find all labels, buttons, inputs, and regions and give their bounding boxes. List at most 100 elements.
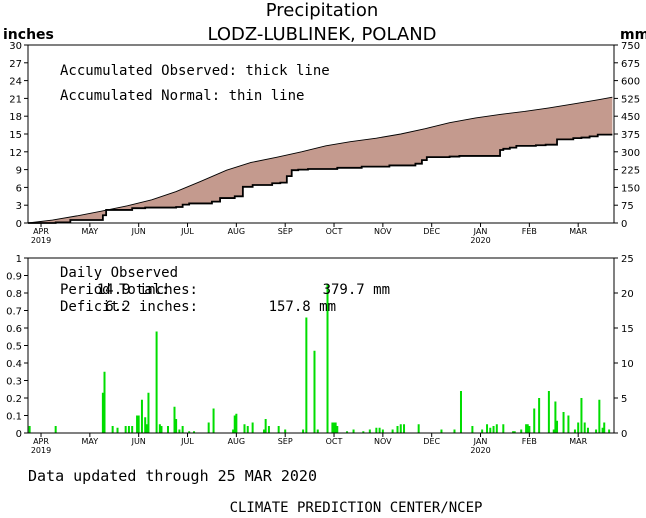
- chart-subtitle: LODZ-LUBLINEK, POLAND: [207, 24, 436, 45]
- daily-bar: [101, 392, 104, 433]
- daily-bar: [246, 426, 249, 433]
- daily-bar: [166, 426, 169, 433]
- credit-line: CLIMATE PREDICTION CENTER/NCEP: [230, 500, 483, 516]
- deficit-fill-area: [28, 97, 613, 223]
- daily-bar: [277, 426, 280, 433]
- daily-bar: [471, 426, 474, 433]
- daily-bar: [486, 424, 489, 433]
- bottom-xtick-label-5: SEP: [278, 437, 293, 446]
- top-ytick-label-left-9: 27: [9, 59, 22, 70]
- daily-bar: [595, 429, 598, 433]
- bottom-ytick-label-right-5: 25: [621, 254, 634, 265]
- top-ytick-label-right-6: 450: [621, 112, 640, 123]
- daily-bar: [305, 317, 308, 433]
- daily-bar: [391, 429, 394, 433]
- right-unit-label: mm: [620, 27, 646, 43]
- daily-bar: [368, 429, 371, 433]
- top-ytick-label-left-10: 30: [9, 41, 22, 52]
- daily-bar: [525, 424, 528, 433]
- daily-bar: [598, 399, 601, 433]
- top-xtick-label-2: JUN: [131, 227, 146, 236]
- daily-bar: [302, 429, 305, 433]
- top-year-label-1: 2020: [470, 236, 490, 245]
- bottom-legend-daily: Daily Observed: [60, 265, 178, 281]
- series-line-observed: [28, 133, 613, 224]
- daily-bar: [316, 429, 319, 433]
- daily-bar: [147, 392, 150, 433]
- daily-bar: [453, 429, 456, 433]
- daily-bar: [603, 422, 606, 433]
- daily-bar: [586, 427, 589, 433]
- daily-bar: [533, 408, 536, 433]
- daily-bar: [495, 424, 498, 433]
- bottom-xtick-label-1: MAY: [82, 437, 99, 446]
- daily-bar: [160, 426, 163, 433]
- bottom-ytick-label-left-8: 0.8: [6, 289, 22, 300]
- daily-bar: [346, 431, 349, 433]
- daily-bar: [243, 424, 246, 433]
- daily-bar: [181, 426, 184, 433]
- daily-bar: [331, 422, 334, 433]
- daily-bar: [556, 420, 559, 433]
- daily-bar: [145, 424, 148, 433]
- daily-bar: [403, 424, 406, 433]
- daily-bar: [417, 424, 420, 433]
- top-xtick-label-5: SEP: [278, 227, 293, 236]
- daily-bar: [188, 431, 191, 433]
- daily-bar: [526, 424, 529, 433]
- bottom-xtick-label-9: JAN: [473, 437, 488, 446]
- top-ytick-label-left-1: 3: [16, 201, 22, 212]
- daily-bar: [136, 415, 139, 433]
- top-ytick-label-right-3: 225: [621, 166, 640, 177]
- daily-bar: [264, 419, 267, 433]
- daily-bar: [207, 422, 210, 433]
- daily-bar: [399, 424, 402, 433]
- bottom-ytick-label-left-6: 0.6: [6, 324, 22, 335]
- daily-bar: [459, 391, 462, 433]
- top-ytick-label-left-3: 9: [16, 166, 22, 177]
- daily-bar: [547, 391, 550, 433]
- top-ytick-label-right-7: 525: [621, 94, 640, 105]
- top-xtick-label-10: FEB: [522, 227, 537, 236]
- daily-bar: [362, 431, 365, 433]
- daily-bar: [562, 412, 565, 433]
- bottom-ytick-label-left-0: 0: [16, 429, 22, 440]
- daily-bar: [158, 424, 161, 433]
- bottom-xtick-label-4: AUG: [228, 437, 246, 446]
- deficit-inches: 6.2 inches:: [105, 299, 198, 315]
- daily-bar: [251, 422, 254, 433]
- daily-bar: [334, 422, 337, 433]
- daily-bar: [601, 427, 604, 433]
- top-xtick-label-3: JUL: [180, 227, 194, 236]
- bottom-plot-frame: [27, 257, 615, 434]
- top-ytick-label-right-1: 75: [621, 201, 634, 212]
- top-ytick-label-left-5: 15: [9, 130, 22, 141]
- daily-bar: [212, 408, 215, 433]
- period-total-label: Period Total:: [60, 282, 170, 298]
- data-updated-note: Data updated through 25 MAR 2020: [28, 467, 317, 485]
- daily-bar: [608, 429, 611, 433]
- top-ytick-label-right-0: 0: [621, 219, 627, 230]
- daily-bar: [140, 399, 143, 433]
- daily-bar: [267, 426, 270, 433]
- top-xtick-label-8: DEC: [423, 227, 440, 236]
- daily-bar: [554, 401, 557, 433]
- top-ytick-label-left-8: 24: [9, 77, 22, 88]
- bottom-ytick-label-left-4: 0.4: [6, 359, 22, 370]
- daily-bar: [381, 429, 384, 433]
- daily-bar: [137, 415, 140, 433]
- daily-bar: [155, 331, 158, 433]
- daily-bar: [440, 429, 443, 433]
- bottom-ytick-label-right-0: 0: [621, 429, 627, 440]
- bottom-ytick-label-right-3: 15: [621, 324, 634, 335]
- top-xtick-label-0: APR: [33, 227, 49, 236]
- daily-bar: [116, 427, 119, 433]
- daily-bar: [124, 426, 127, 433]
- bottom-xtick-label-10: FEB: [522, 437, 537, 446]
- daily-bar: [326, 284, 329, 433]
- daily-bar: [284, 429, 287, 433]
- daily-bar: [333, 422, 336, 433]
- daily-bar: [573, 429, 576, 433]
- daily-bar: [111, 426, 114, 433]
